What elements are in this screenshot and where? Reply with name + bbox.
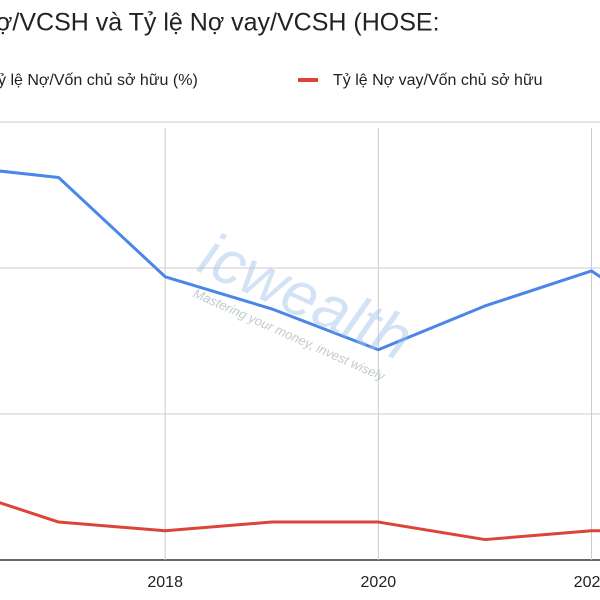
- x-tick-label: 2020: [361, 574, 397, 591]
- legend-label: ỷ lệ Nợ/Vốn chủ sở hữu (%): [0, 72, 198, 89]
- x-tick-label: 2022: [574, 574, 600, 591]
- chart-title: ợ/VCSH và Tỷ lệ Nợ vay/VCSH (HOSE:: [0, 9, 440, 37]
- series-line: [0, 501, 600, 542]
- legend-label: Tỷ lệ Nợ vay/Vốn chủ sở hữu: [333, 72, 543, 89]
- x-tick-label: 2018: [147, 574, 183, 591]
- plot-area: [0, 121, 600, 561]
- watermark: icwealth Mastering your money, invest wi…: [189, 220, 422, 384]
- series-line: [0, 169, 600, 352]
